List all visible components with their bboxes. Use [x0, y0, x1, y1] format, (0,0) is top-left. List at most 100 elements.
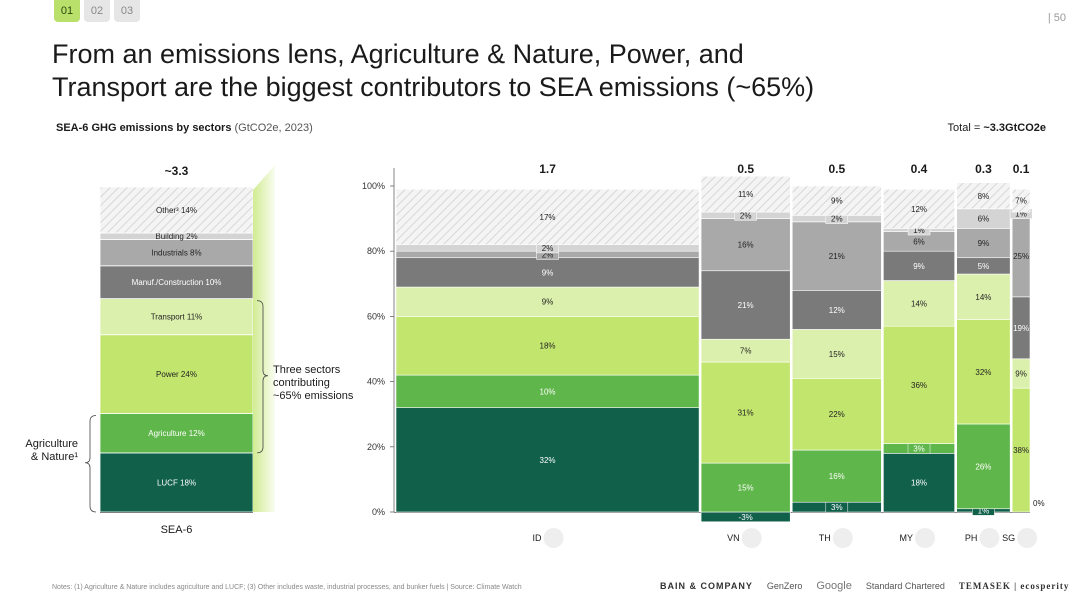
logo-genzero: GenZero	[766, 581, 803, 591]
bar-TH-industrials	[791, 221, 882, 291]
partner-logos: BAIN & COMPANY GenZero Google Standard C…	[660, 580, 1069, 592]
bar-label-VN-lucf: -3%	[739, 513, 753, 522]
y-tick-1: 20%	[367, 442, 385, 452]
bar-label-MY-power: 36%	[911, 381, 927, 390]
flag-circle-TH	[832, 528, 853, 548]
flag-TH-icon	[832, 528, 853, 548]
total-emissions: Total = ~3.3GtCO2e	[948, 122, 1046, 134]
bar-MY-other	[883, 188, 955, 229]
bar-MY-power	[883, 325, 955, 444]
bar-label-SG-lucf-zero: 0%	[1033, 499, 1045, 508]
bar-label-MY-building: 1%	[913, 226, 925, 235]
tab-03[interactable]: 03	[114, 0, 140, 22]
left-segment-7	[99, 186, 254, 234]
bar-TH-other	[791, 185, 882, 216]
bar-ID-other	[395, 188, 700, 245]
country-label-TH: TH	[819, 533, 831, 543]
y-tick-2: 40%	[367, 377, 385, 387]
logo-bain: BAIN & COMPANY	[660, 581, 753, 591]
bar-label-ID-other: 17%	[540, 213, 556, 222]
bar-label-MY-agriculture: 3%	[913, 444, 925, 453]
flag-SG-icon	[1017, 528, 1038, 548]
bar-label-ID-industrials: 2%	[542, 250, 554, 259]
bar-label-MY-transport: 14%	[911, 299, 927, 308]
country-total-VN: 0.5	[737, 162, 754, 176]
country-label-SG: SG	[1002, 533, 1015, 543]
bar-label-VN-transport: 7%	[740, 347, 752, 356]
bar-MY-lucf	[883, 453, 955, 513]
bar-label-VN-power: 31%	[738, 409, 754, 418]
bar-VN-industrials	[700, 218, 791, 272]
left-total-label: ~3.3	[165, 164, 189, 178]
bar-VN-power	[700, 361, 791, 464]
total-prefix: Total =	[947, 122, 984, 134]
flag-circle-PH	[979, 528, 1000, 548]
bar-label-SG-building: 1%	[1015, 210, 1027, 219]
bar-label-ID-lucf: 32%	[540, 456, 556, 465]
bar-label-PH-manuf: 5%	[978, 262, 990, 271]
bar-label-TH-power: 22%	[829, 410, 845, 419]
logo-standard-chartered: Standard Chartered	[865, 581, 945, 591]
total-value: ~3.3GtCO2e	[983, 122, 1046, 134]
chart-subtitle: SEA-6 GHG emissions by sectors (GtCO2e, …	[56, 122, 313, 134]
bar-label-VN-manuf: 21%	[738, 301, 754, 310]
connector-fade	[253, 165, 275, 512]
bar-label-TH-manuf: 12%	[829, 306, 845, 315]
tab-01[interactable]: 01	[54, 0, 80, 22]
bar-label-text-VN-lucf: -3%	[739, 513, 753, 522]
left-segment-label-4: Manuf./Construction 10%	[132, 278, 222, 287]
left-segment-label-3: Transport 11%	[151, 313, 203, 322]
bar-TH-manuf	[791, 290, 882, 330]
bar-label-VN-other: 11%	[738, 190, 753, 199]
ag-nature-bracket	[84, 415, 97, 513]
bar-label-SG-manuf: 19%	[1013, 324, 1029, 333]
flag-circle-SG	[1017, 528, 1038, 548]
country-total-MY: 0.4	[911, 162, 928, 176]
ag-nature-label-1: & Nature¹	[31, 451, 78, 463]
bar-label-MY-lucf: 18%	[911, 479, 927, 488]
bar-label-TH-lucf: 3%	[831, 503, 843, 512]
country-label-MY: MY	[900, 533, 914, 543]
country-label-PH: PH	[965, 533, 978, 543]
left-segment-2	[99, 334, 254, 414]
country-total-TH: 0.5	[828, 162, 845, 176]
three-sectors-bracket	[256, 300, 269, 454]
bar-ID-lucf	[395, 407, 700, 513]
flag-circle-ID	[543, 528, 564, 548]
logo-google: Google	[816, 580, 852, 592]
left-segment-label-2: Power 24%	[156, 370, 197, 379]
bar-label-VN-industrials: 16%	[738, 241, 754, 250]
bar-label-ID-building: 2%	[542, 244, 554, 253]
left-segment-label-7: Other³ 14%	[156, 206, 197, 215]
bar-label-MY-manuf: 9%	[913, 262, 925, 271]
three-sectors-label-1: contributing	[273, 377, 330, 389]
bar-VN-agriculture	[700, 462, 791, 513]
subtitle-unit: (GtCO2e, 2023)	[234, 122, 313, 134]
bar-label-PH-building: 6%	[978, 215, 990, 224]
country-label-VN: VN	[727, 533, 740, 543]
y-tick-4: 80%	[367, 246, 385, 256]
bar-label-PH-industrials: 9%	[978, 239, 990, 248]
logo-temasek: TEMASEK | ecosperity	[958, 581, 1070, 591]
title-line-1: From an emissions lens, Agriculture & Na…	[52, 39, 744, 69]
bar-label-ID-agriculture: 10%	[540, 387, 556, 396]
tab-02[interactable]: 02	[84, 0, 110, 22]
footer-notes: Notes: (1) Agriculture & Nature includes…	[52, 584, 522, 591]
bar-label-ID-manuf: 9%	[542, 268, 554, 277]
bar-PH-transport	[956, 273, 1011, 320]
bar-label-MY-other: 12%	[911, 205, 927, 214]
bar-label-VN-building: 2%	[740, 211, 752, 220]
page-title: From an emissions lens, Agriculture & Na…	[52, 38, 872, 104]
country-total-ID: 1.7	[539, 162, 556, 176]
flag-circle-MY	[915, 528, 936, 548]
bar-label-TH-building: 2%	[831, 215, 843, 224]
bar-label-MY-industrials: 6%	[913, 237, 925, 246]
bar-label-ID-transport: 9%	[542, 298, 554, 307]
page-number: | 50	[1047, 12, 1066, 24]
left-segment-1	[99, 413, 254, 454]
flag-circle-VN	[741, 528, 762, 548]
bar-label-PH-agriculture: 26%	[975, 462, 991, 471]
bar-VN-manuf	[700, 270, 791, 340]
flag-PH-icon	[979, 528, 1000, 548]
bar-PH-power	[956, 319, 1011, 425]
